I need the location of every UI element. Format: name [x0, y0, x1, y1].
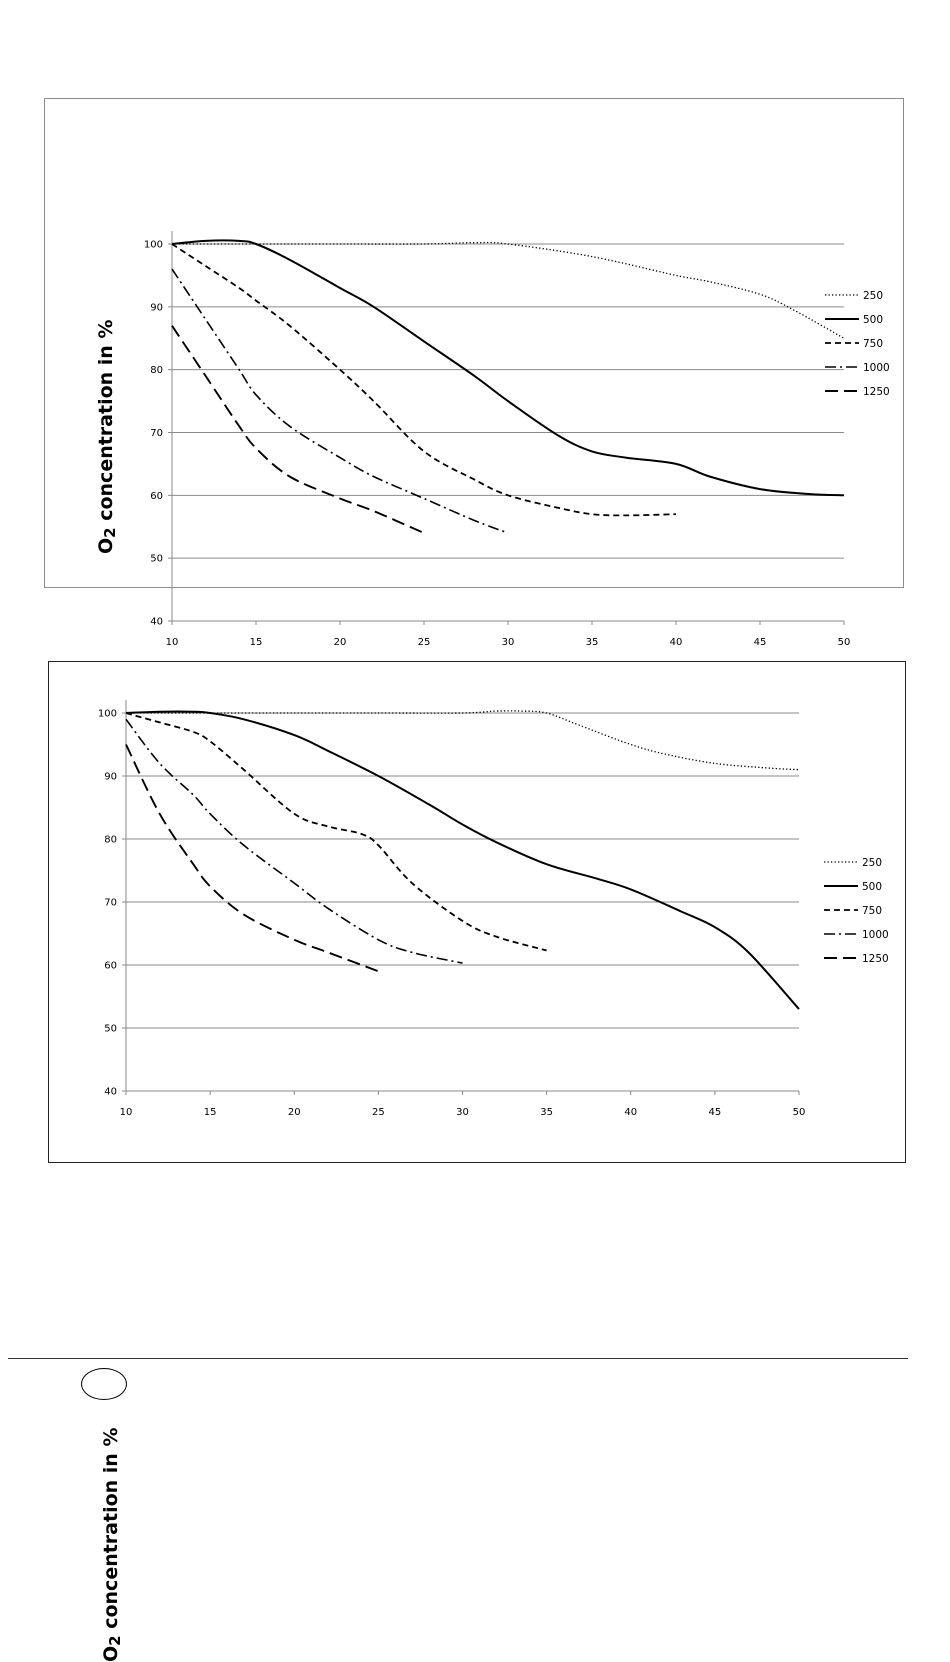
series-line-500: [171, 239, 845, 497]
legend-label-750: 750: [863, 338, 883, 350]
legend-label-250: 250: [862, 857, 882, 869]
y-tick-label: 40: [104, 1087, 117, 1098]
y-tick-label: 70: [104, 898, 117, 909]
x-tick-label: 25: [372, 1107, 385, 1118]
y-tick-label: 90: [150, 302, 163, 313]
x-tick-label: 45: [709, 1107, 722, 1118]
x-tick-label: 10: [120, 1107, 133, 1118]
page-badge: [81, 1368, 127, 1400]
x-tick-label: 45: [754, 637, 767, 648]
x-tick-label: 15: [250, 637, 263, 648]
x-tick-label: 50: [793, 1107, 806, 1118]
series-line-250: [172, 241, 845, 339]
x-tick-label: 15: [204, 1107, 217, 1118]
chart-1: O2 concentration in % 40 50 60 70 80 90 100 10 1…: [44, 98, 904, 648]
y-tick-label: 60: [150, 491, 163, 502]
y-axis-title: O2 concentration in %: [100, 1427, 124, 1662]
series-line-750: [171, 243, 677, 517]
legend-label-1000: 1000: [863, 362, 890, 374]
y-tick-label: 50: [150, 554, 163, 565]
y-tick-label: 50: [104, 1024, 117, 1035]
x-tick-label: 30: [456, 1107, 469, 1118]
series-line-1250: [171, 325, 425, 534]
legend-label-750: 750: [862, 905, 882, 917]
chart-2: O2 concentration in % 40 50 60 70 80 90 100 10 1…: [48, 661, 906, 1662]
series-line-1000: [171, 268, 509, 534]
y-tick-label: 80: [104, 835, 117, 846]
legend-label-500: 500: [862, 881, 882, 893]
y-tick-label: 40: [150, 617, 163, 628]
y-tick-label: 60: [104, 961, 117, 972]
series-line-500: [125, 710, 800, 1010]
x-tick-label: 10: [166, 637, 179, 648]
legend-label-1250: 1250: [863, 386, 890, 398]
legend-label-250: 250: [863, 290, 883, 302]
legend-label-500: 500: [863, 314, 883, 326]
x-tick-label: 50: [838, 637, 851, 648]
x-tick-label: 40: [670, 637, 683, 648]
y-tick-label: 100: [98, 709, 117, 720]
y-tick-label: 70: [150, 428, 163, 439]
y-tick-label: 100: [144, 240, 163, 251]
y-tick-label: 90: [104, 772, 117, 783]
chart-svg: 40 50 60 70 80 90 100 10 15 20 25 30 35 40 45 50 250 500 7…: [98, 700, 889, 1118]
x-tick-label: 35: [586, 637, 599, 648]
x-tick-label: 35: [540, 1107, 553, 1118]
x-tick-label: 25: [418, 637, 431, 648]
x-tick-label: 40: [624, 1107, 637, 1118]
series-line-1000: [125, 718, 463, 964]
x-tick-label: 30: [502, 637, 515, 648]
series-line-250: [126, 710, 800, 771]
y-tick-label: 80: [150, 365, 163, 376]
footer-rule: [8, 1358, 908, 1359]
chart-svg: 40 50 60 70 80 90 100 10 15 20 25 30 35 40 45 50 250 500 7…: [144, 231, 890, 648]
series-line-1250: [125, 744, 379, 973]
series-line-750: [125, 712, 547, 952]
legend-label-1250: 1250: [862, 953, 889, 965]
legend-label-1000: 1000: [862, 929, 889, 941]
x-tick-label: 20: [334, 637, 347, 648]
x-tick-label: 20: [288, 1107, 301, 1118]
